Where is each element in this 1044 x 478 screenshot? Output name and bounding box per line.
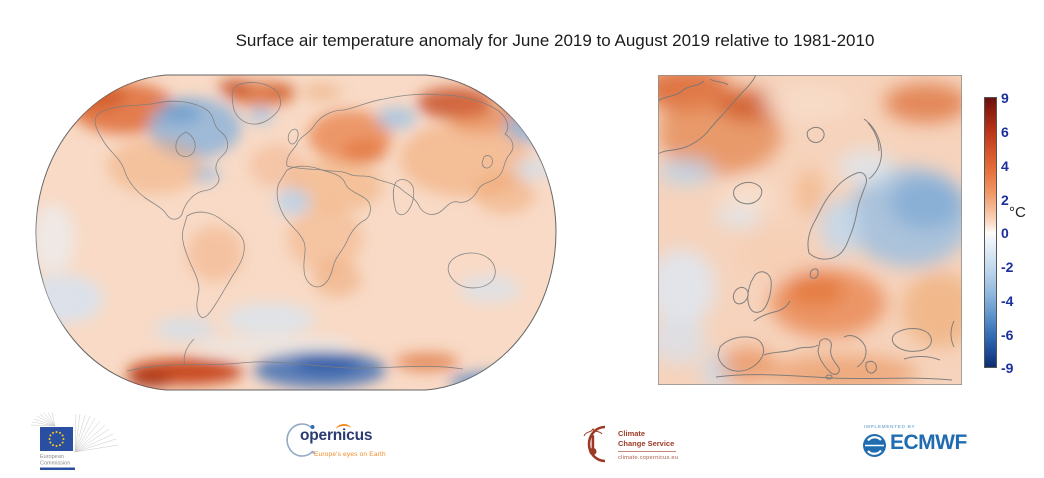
c3s-label-line1: Climate: [618, 429, 646, 438]
colorbar-tick: -4: [1001, 293, 1014, 309]
colorbar-tick: -2: [1001, 259, 1014, 275]
copernicus-logo: opernicus Europe's eyes on Earth: [283, 418, 403, 468]
colorbar-tick: 6: [1001, 124, 1009, 140]
eu-commission-label-line2: Commission: [40, 461, 70, 467]
world-coastlines: [94, 82, 514, 372]
colorbar-tick: 4: [1001, 158, 1009, 174]
copernicus-orange-arc-icon: [335, 423, 352, 435]
colorbar-tick: 9: [1001, 90, 1009, 106]
temperature-colorbar: 9 6 4 2 0 -2 -4 -6 -9: [984, 91, 1013, 375]
colorbar-tick: 0: [1001, 225, 1009, 241]
climate-change-service-logo: Climate Change Service climate.copernicu…: [572, 418, 697, 470]
colorbar-tick: -6: [1001, 327, 1014, 343]
ecmwf-logo: IMPLEMENTED BY ECMWF: [862, 424, 987, 466]
c3s-label-line2: Change Service: [618, 438, 675, 448]
ecmwf-implemented-by-label: IMPLEMENTED BY: [864, 425, 916, 430]
eu-flag-stars: [48, 431, 65, 447]
c3s-url: climate.copernicus.eu: [618, 455, 679, 461]
colorbar-tick: -9: [1001, 360, 1014, 376]
ecmwf-wordmark: ECMWF: [890, 431, 967, 454]
c3s-divider: [618, 451, 676, 452]
european-commission-logo: European Commission: [30, 412, 119, 470]
c3s-thermometer-icon: [583, 425, 606, 463]
eu-logo-underline: [40, 467, 75, 470]
eu-flag-icon: [40, 427, 73, 451]
colorbar-tick: 2: [1001, 192, 1009, 208]
copernicus-orbit-c-icon: [286, 423, 315, 457]
europe-coastlines: [658, 75, 955, 381]
copernicus-tagline: Europe's eyes on Earth: [314, 451, 386, 458]
ecmwf-globe-icon: [863, 434, 886, 457]
copernicus-wordmark: opernicus: [300, 427, 373, 444]
colorbar-unit-label: °C: [1009, 204, 1026, 221]
page-title: Surface air temperature anomaly for June…: [235, 31, 875, 50]
world-anomaly-map: [35, 74, 557, 391]
europe-anomaly-map: [658, 75, 962, 385]
eu-commission-label-line1: European: [40, 454, 64, 460]
fan-pages-icon: [30, 412, 119, 453]
europe-anomaly-shading: [658, 75, 962, 385]
